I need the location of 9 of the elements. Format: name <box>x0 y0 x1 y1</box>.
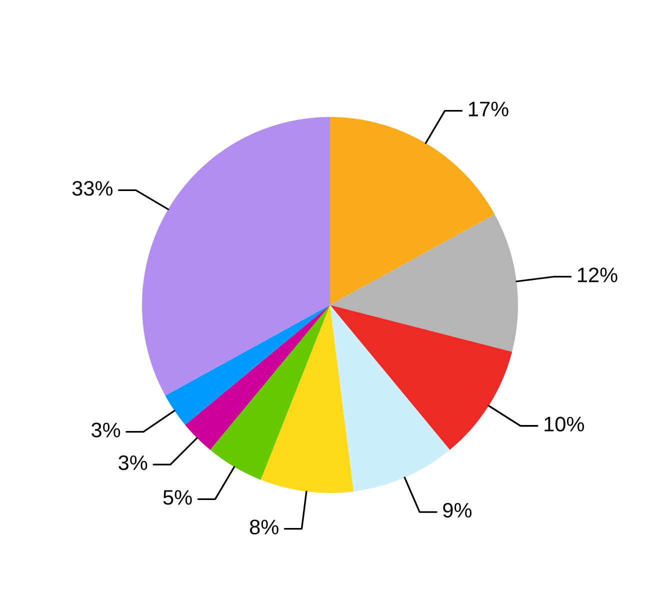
data-label: 12% <box>578 268 618 282</box>
data-label: 3% <box>92 422 120 438</box>
data-label: 5% <box>163 490 192 505</box>
data-label: 8% <box>250 520 278 534</box>
data-label: 33% <box>72 181 113 196</box>
data-label: 17% <box>468 102 508 116</box>
data-label: 3% <box>118 455 148 470</box>
data-label: 10% <box>544 416 584 432</box>
data-label: 9% <box>443 502 472 518</box>
